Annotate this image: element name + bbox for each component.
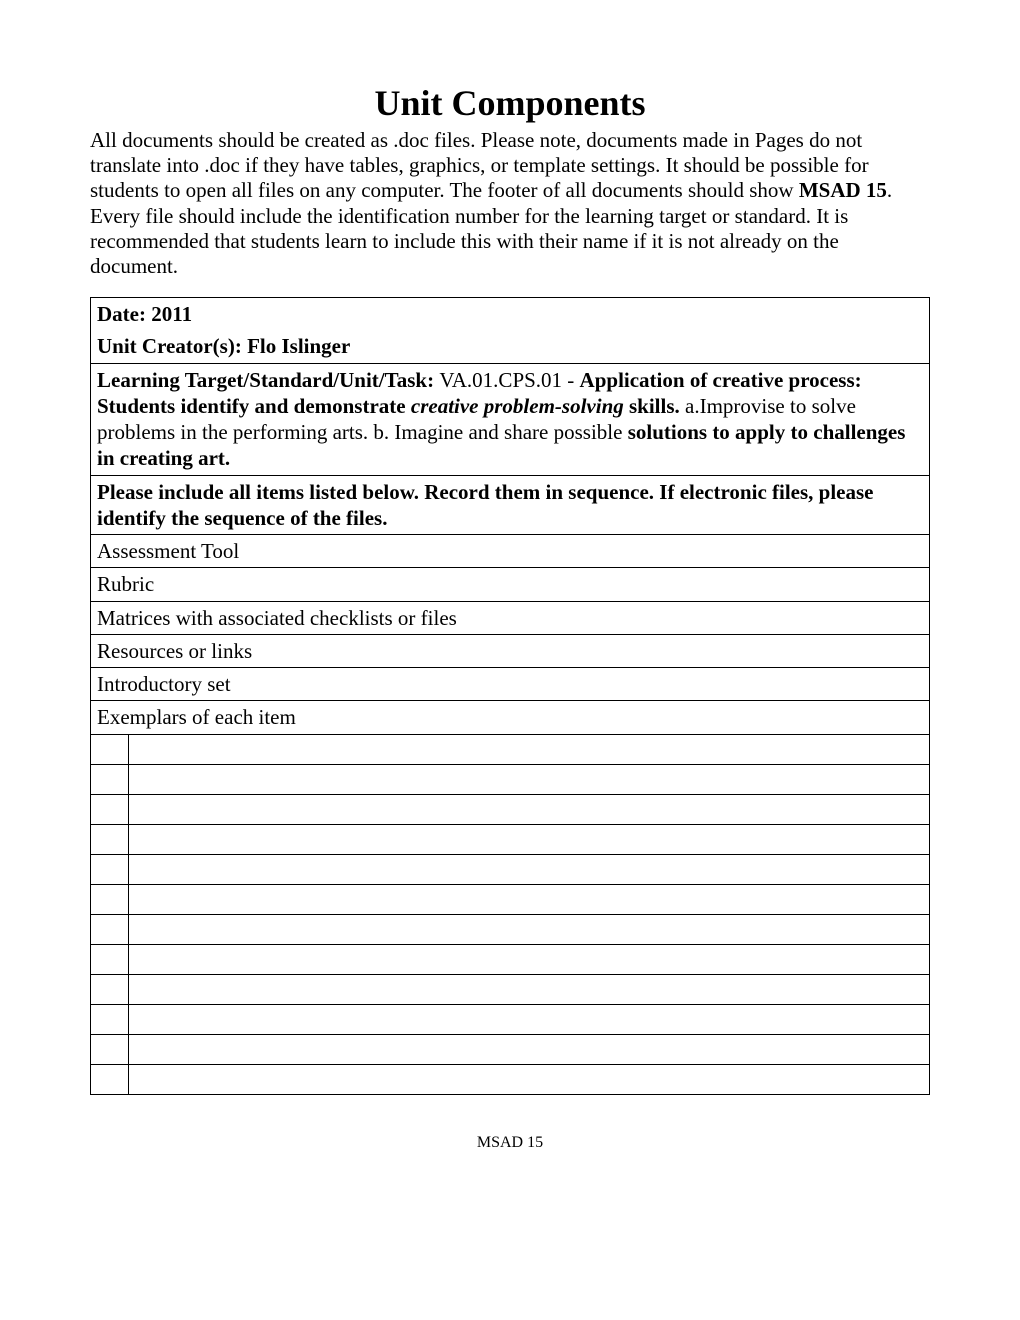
instructions-text: Please include all items listed below. R…: [97, 480, 874, 530]
header-row: Date: 2011 Unit Creator(s): Flo Islinger: [91, 298, 930, 364]
blank-row: [91, 1064, 930, 1094]
blank-cell-wide: [129, 794, 930, 824]
item-row: Rubric: [91, 568, 930, 601]
page-title: Unit Components: [90, 82, 930, 124]
item-cell: Matrices with associated checklists or f…: [91, 601, 930, 634]
blank-row: [91, 794, 930, 824]
item-cell: Rubric: [91, 568, 930, 601]
item-cell: Exemplars of each item: [91, 701, 930, 734]
blank-cell-wide: [129, 914, 930, 944]
header-cell: Date: 2011 Unit Creator(s): Flo Islinger: [91, 298, 930, 364]
creator-value: Flo Islinger: [247, 334, 350, 358]
creator-line: Unit Creator(s): Flo Islinger: [97, 333, 923, 359]
lt-italic: creative problem-solving: [411, 394, 624, 418]
document-page: Unit Components All documents should be …: [0, 0, 1020, 1320]
date-label: Date:: [97, 302, 151, 326]
item-row: Matrices with associated checklists or f…: [91, 601, 930, 634]
blank-cell-narrow: [91, 854, 129, 884]
blank-cell-narrow: [91, 734, 129, 764]
blank-row: [91, 974, 930, 1004]
blank-row: [91, 1004, 930, 1034]
blank-row: [91, 824, 930, 854]
blank-cell-narrow: [91, 974, 129, 1004]
item-row: Introductory set: [91, 668, 930, 701]
blank-row: [91, 734, 930, 764]
intro-paragraph: All documents should be created as .doc …: [90, 128, 930, 279]
blank-row: [91, 914, 930, 944]
item-row: Exemplars of each item: [91, 701, 930, 734]
blank-cell-wide: [129, 824, 930, 854]
blank-cell-wide: [129, 1034, 930, 1064]
item-cell: Resources or links: [91, 634, 930, 667]
item-cell: Introductory set: [91, 668, 930, 701]
item-row: Assessment Tool: [91, 535, 930, 568]
blank-cell-narrow: [91, 1064, 129, 1094]
blank-cell-narrow: [91, 944, 129, 974]
unit-table: Date: 2011 Unit Creator(s): Flo Islinger…: [90, 297, 930, 1095]
blank-cell-wide: [129, 884, 930, 914]
blank-row: [91, 884, 930, 914]
intro-bold-msad15: MSAD 15: [799, 178, 887, 202]
blank-cell-narrow: [91, 884, 129, 914]
blank-cell-wide: [129, 974, 930, 1004]
content-area: Unit Components All documents should be …: [90, 82, 930, 1095]
creator-label: Unit Creator(s):: [97, 334, 247, 358]
lt-skills: skills.: [624, 394, 680, 418]
item-cell: Assessment Tool: [91, 535, 930, 568]
blank-cell-wide: [129, 1064, 930, 1094]
blank-cell-wide: [129, 734, 930, 764]
blank-cell-narrow: [91, 914, 129, 944]
blank-row: [91, 944, 930, 974]
page-footer: MSAD 15: [0, 1134, 1020, 1152]
intro-text-1: All documents should be created as .doc …: [90, 128, 869, 202]
instructions-cell: Please include all items listed below. R…: [91, 475, 930, 535]
date-value: 2011: [151, 302, 192, 326]
item-row: Resources or links: [91, 634, 930, 667]
lt-label: Learning Target/Standard/Unit/Task:: [97, 368, 439, 392]
blank-cell-wide: [129, 764, 930, 794]
blank-cell-wide: [129, 854, 930, 884]
blank-cell-wide: [129, 1004, 930, 1034]
blank-cell-narrow: [91, 764, 129, 794]
learning-target-cell: Learning Target/Standard/Unit/Task: VA.0…: [91, 363, 930, 475]
blank-row: [91, 764, 930, 794]
blank-row: [91, 1034, 930, 1064]
date-line: Date: 2011: [97, 301, 923, 327]
blank-cell-narrow: [91, 1004, 129, 1034]
learning-target-row: Learning Target/Standard/Unit/Task: VA.0…: [91, 363, 930, 475]
blank-cell-narrow: [91, 824, 129, 854]
lt-code: VA.01.CPS.01 -: [439, 368, 579, 392]
blank-cell-narrow: [91, 1034, 129, 1064]
blank-row: [91, 854, 930, 884]
blank-cell-wide: [129, 944, 930, 974]
instructions-row: Please include all items listed below. R…: [91, 475, 930, 535]
blank-cell-narrow: [91, 794, 129, 824]
